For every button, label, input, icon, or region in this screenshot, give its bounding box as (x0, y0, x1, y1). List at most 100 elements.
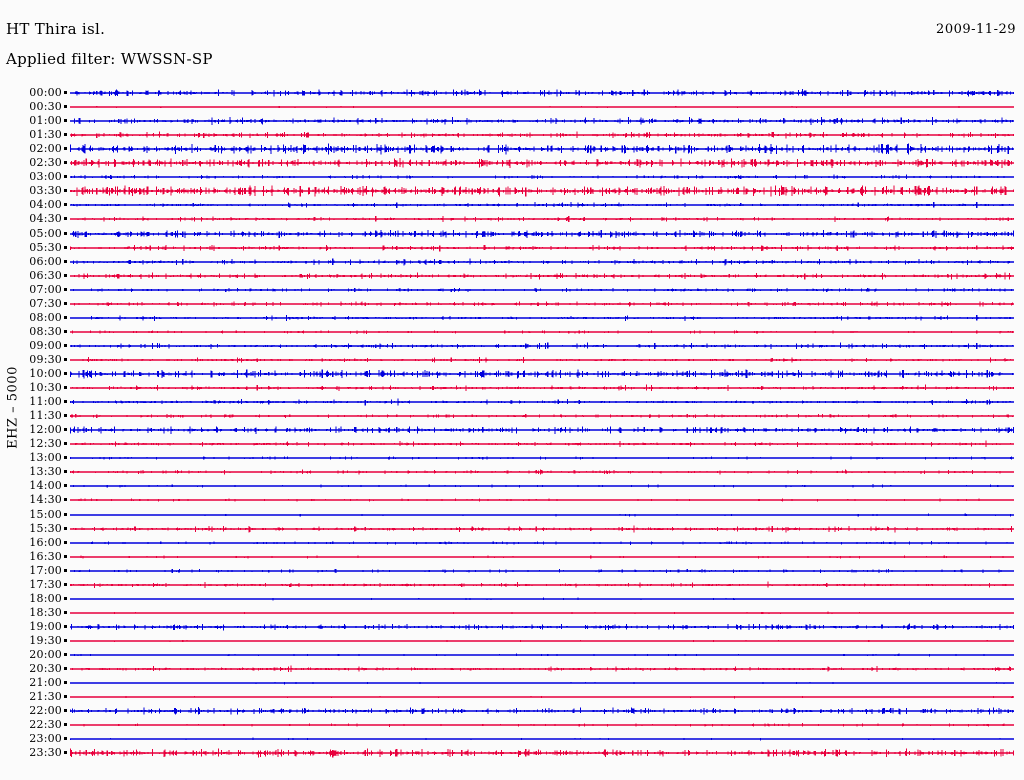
trace-row[interactable]: 13:30 (0, 465, 1024, 479)
trace-row[interactable]: 08:00 (0, 311, 1024, 325)
seismic-trace (70, 525, 1014, 532)
trace-row[interactable]: 08:30 (0, 325, 1024, 339)
seismic-trace (70, 748, 1014, 758)
trace-row[interactable]: 16:30 (0, 550, 1024, 564)
trace-row[interactable]: 02:30 (0, 156, 1024, 170)
trace-row-time-label: 18:00 (29, 591, 62, 605)
trace-row[interactable]: 17:30 (0, 578, 1024, 592)
trace-row-time-label: 22:30 (29, 718, 62, 732)
trace-row-tick (64, 372, 67, 375)
trace-row[interactable]: 13:00 (0, 451, 1024, 465)
trace-row[interactable]: 14:30 (0, 493, 1024, 507)
trace-row-time-label: 12:00 (29, 423, 62, 437)
trace-row[interactable]: 00:00 (0, 86, 1024, 100)
trace-row[interactable]: 18:30 (0, 606, 1024, 620)
seismic-trace (70, 244, 1014, 251)
trace-row[interactable]: 16:00 (0, 536, 1024, 550)
seismic-trace (70, 384, 1014, 392)
seismic-trace (70, 342, 1014, 350)
trace-row[interactable]: 11:00 (0, 395, 1024, 409)
trace-row[interactable]: 23:30 (0, 746, 1024, 760)
trace-row-time-label: 03:30 (29, 184, 62, 198)
trace-row[interactable]: 07:00 (0, 283, 1024, 297)
trace-row-tick (64, 175, 67, 179)
trace-row[interactable]: 12:00 (0, 423, 1024, 437)
trace-row[interactable]: 03:30 (0, 184, 1024, 198)
trace-row[interactable]: 09:30 (0, 353, 1024, 367)
trace-row[interactable]: 03:00 (0, 170, 1024, 184)
seismic-trace (70, 116, 1014, 126)
trace-row-time-label: 02:30 (29, 156, 62, 170)
trace-row-time-label: 17:00 (29, 563, 62, 577)
seismic-trace (70, 369, 1014, 379)
trace-row-tick (64, 231, 67, 235)
trace-row-tick (64, 386, 67, 390)
trace-row[interactable]: 21:00 (0, 676, 1024, 690)
trace-row[interactable]: 04:00 (0, 198, 1024, 212)
seismic-trace (70, 158, 1014, 169)
trace-row-time-label: 21:00 (29, 676, 62, 690)
trace-row[interactable]: 05:30 (0, 241, 1024, 255)
seismic-trace (70, 258, 1014, 265)
seismic-trace (70, 665, 1014, 673)
seismic-trace (70, 440, 1014, 448)
trace-row[interactable]: 20:30 (0, 662, 1024, 676)
trace-row[interactable]: 14:00 (0, 479, 1024, 493)
seismic-trace (70, 456, 1014, 460)
trace-row-tick (64, 273, 67, 277)
trace-row-tick (64, 161, 67, 165)
trace-row[interactable]: 01:00 (0, 114, 1024, 128)
trace-row-tick (64, 357, 67, 361)
trace-row-time-label: 04:00 (29, 198, 62, 212)
trace-row[interactable]: 19:30 (0, 634, 1024, 648)
trace-row[interactable]: 23:00 (0, 732, 1024, 746)
trace-row-tick (64, 329, 67, 333)
trace-row-time-label: 00:30 (29, 100, 62, 114)
trace-row[interactable]: 09:00 (0, 339, 1024, 353)
trace-row-time-label: 11:30 (29, 409, 62, 423)
trace-row[interactable]: 02:00 (0, 142, 1024, 156)
trace-row-time-label: 23:30 (29, 746, 62, 760)
trace-row[interactable]: 12:30 (0, 437, 1024, 451)
trace-row-time-label: 07:30 (29, 296, 62, 310)
trace-row[interactable]: 15:30 (0, 522, 1024, 536)
trace-row[interactable]: 01:30 (0, 128, 1024, 142)
seismic-trace (70, 426, 1014, 435)
seismic-trace (70, 330, 1014, 334)
trace-row-tick (64, 343, 67, 347)
seismic-trace (70, 581, 1014, 588)
trace-row[interactable]: 05:00 (0, 227, 1024, 241)
seismic-trace (70, 723, 1014, 728)
trace-row[interactable]: 19:00 (0, 620, 1024, 634)
trace-row[interactable]: 06:30 (0, 269, 1024, 283)
trace-row-time-label: 05:30 (29, 240, 62, 254)
trace-row-tick (64, 526, 67, 530)
trace-row-time-label: 20:00 (29, 648, 62, 661)
trace-row-time-label: 23:00 (29, 732, 62, 746)
trace-row[interactable]: 06:00 (0, 255, 1024, 269)
trace-row-time-label: 01:30 (29, 128, 62, 142)
trace-row[interactable]: 20:00 (0, 648, 1024, 662)
seismic-trace (70, 653, 1014, 657)
trace-row[interactable]: 18:00 (0, 592, 1024, 606)
seismic-trace (70, 597, 1014, 601)
trace-row-time-label: 11:00 (29, 395, 62, 409)
trace-row[interactable]: 22:00 (0, 704, 1024, 718)
trace-row-tick (64, 147, 67, 151)
trace-row[interactable]: 04:30 (0, 212, 1024, 226)
trace-row-tick (64, 484, 67, 488)
trace-row[interactable]: 11:30 (0, 409, 1024, 423)
trace-row-tick (64, 189, 67, 193)
trace-row[interactable]: 07:30 (0, 297, 1024, 311)
trace-row[interactable]: 10:30 (0, 381, 1024, 395)
trace-row-time-label: 18:30 (29, 605, 62, 619)
trace-row-tick (64, 681, 67, 685)
trace-row[interactable]: 10:00 (0, 367, 1024, 381)
trace-row[interactable]: 15:00 (0, 508, 1024, 522)
trace-row[interactable]: 00:30 (0, 100, 1024, 114)
trace-row[interactable]: 22:30 (0, 718, 1024, 732)
trace-row[interactable]: 21:30 (0, 690, 1024, 704)
trace-row[interactable]: 17:00 (0, 564, 1024, 578)
trace-row-tick (64, 287, 67, 291)
